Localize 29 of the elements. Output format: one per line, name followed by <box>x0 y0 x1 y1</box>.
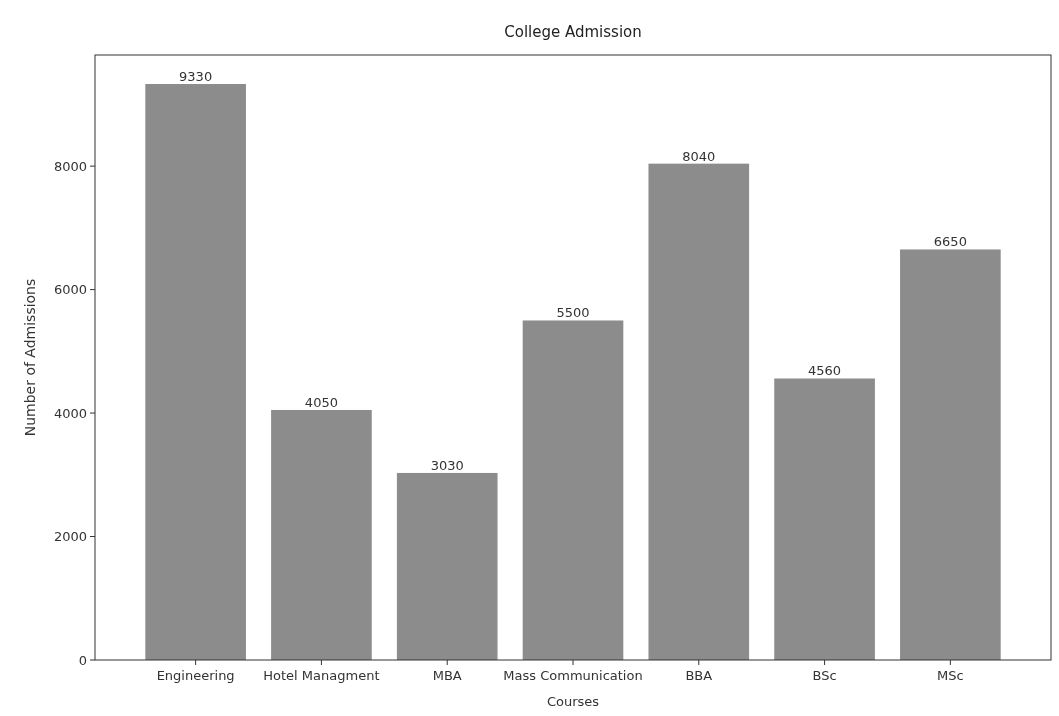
bar <box>271 409 372 660</box>
bar <box>900 249 1001 660</box>
bar <box>648 163 750 660</box>
x-tick-label: MSc <box>937 668 964 683</box>
x-tick-label: BBA <box>685 668 713 683</box>
data-label: 8040 <box>682 148 716 164</box>
y-tick-label: 2000 <box>53 529 87 545</box>
x-tick-label: Hotel Managment <box>263 668 380 683</box>
x-tick-label: Mass Communication <box>503 668 643 683</box>
x-tick-label: Engineering <box>156 668 235 683</box>
y-tick-label: 0 <box>78 652 87 668</box>
x-tick-label: BSc <box>812 668 837 683</box>
bar <box>145 84 246 660</box>
chart-title: College Admission <box>504 23 642 41</box>
bar <box>396 472 498 660</box>
data-label: 9330 <box>179 69 213 85</box>
y-tick-label: 6000 <box>53 282 87 298</box>
data-label: 5500 <box>556 305 590 321</box>
y-axis-title: Number of Admissions <box>22 278 38 437</box>
y-tick-label: 8000 <box>53 158 87 174</box>
y-tick-label: 4000 <box>53 405 87 421</box>
data-label: 4560 <box>808 363 842 379</box>
data-label: 3030 <box>430 457 464 473</box>
x-axis-title: Courses <box>546 694 600 709</box>
data-label: 4050 <box>304 394 338 410</box>
x-tick-label: MBA <box>432 668 462 683</box>
data-label: 6650 <box>933 234 967 250</box>
bar <box>522 320 624 660</box>
bar <box>774 378 875 660</box>
